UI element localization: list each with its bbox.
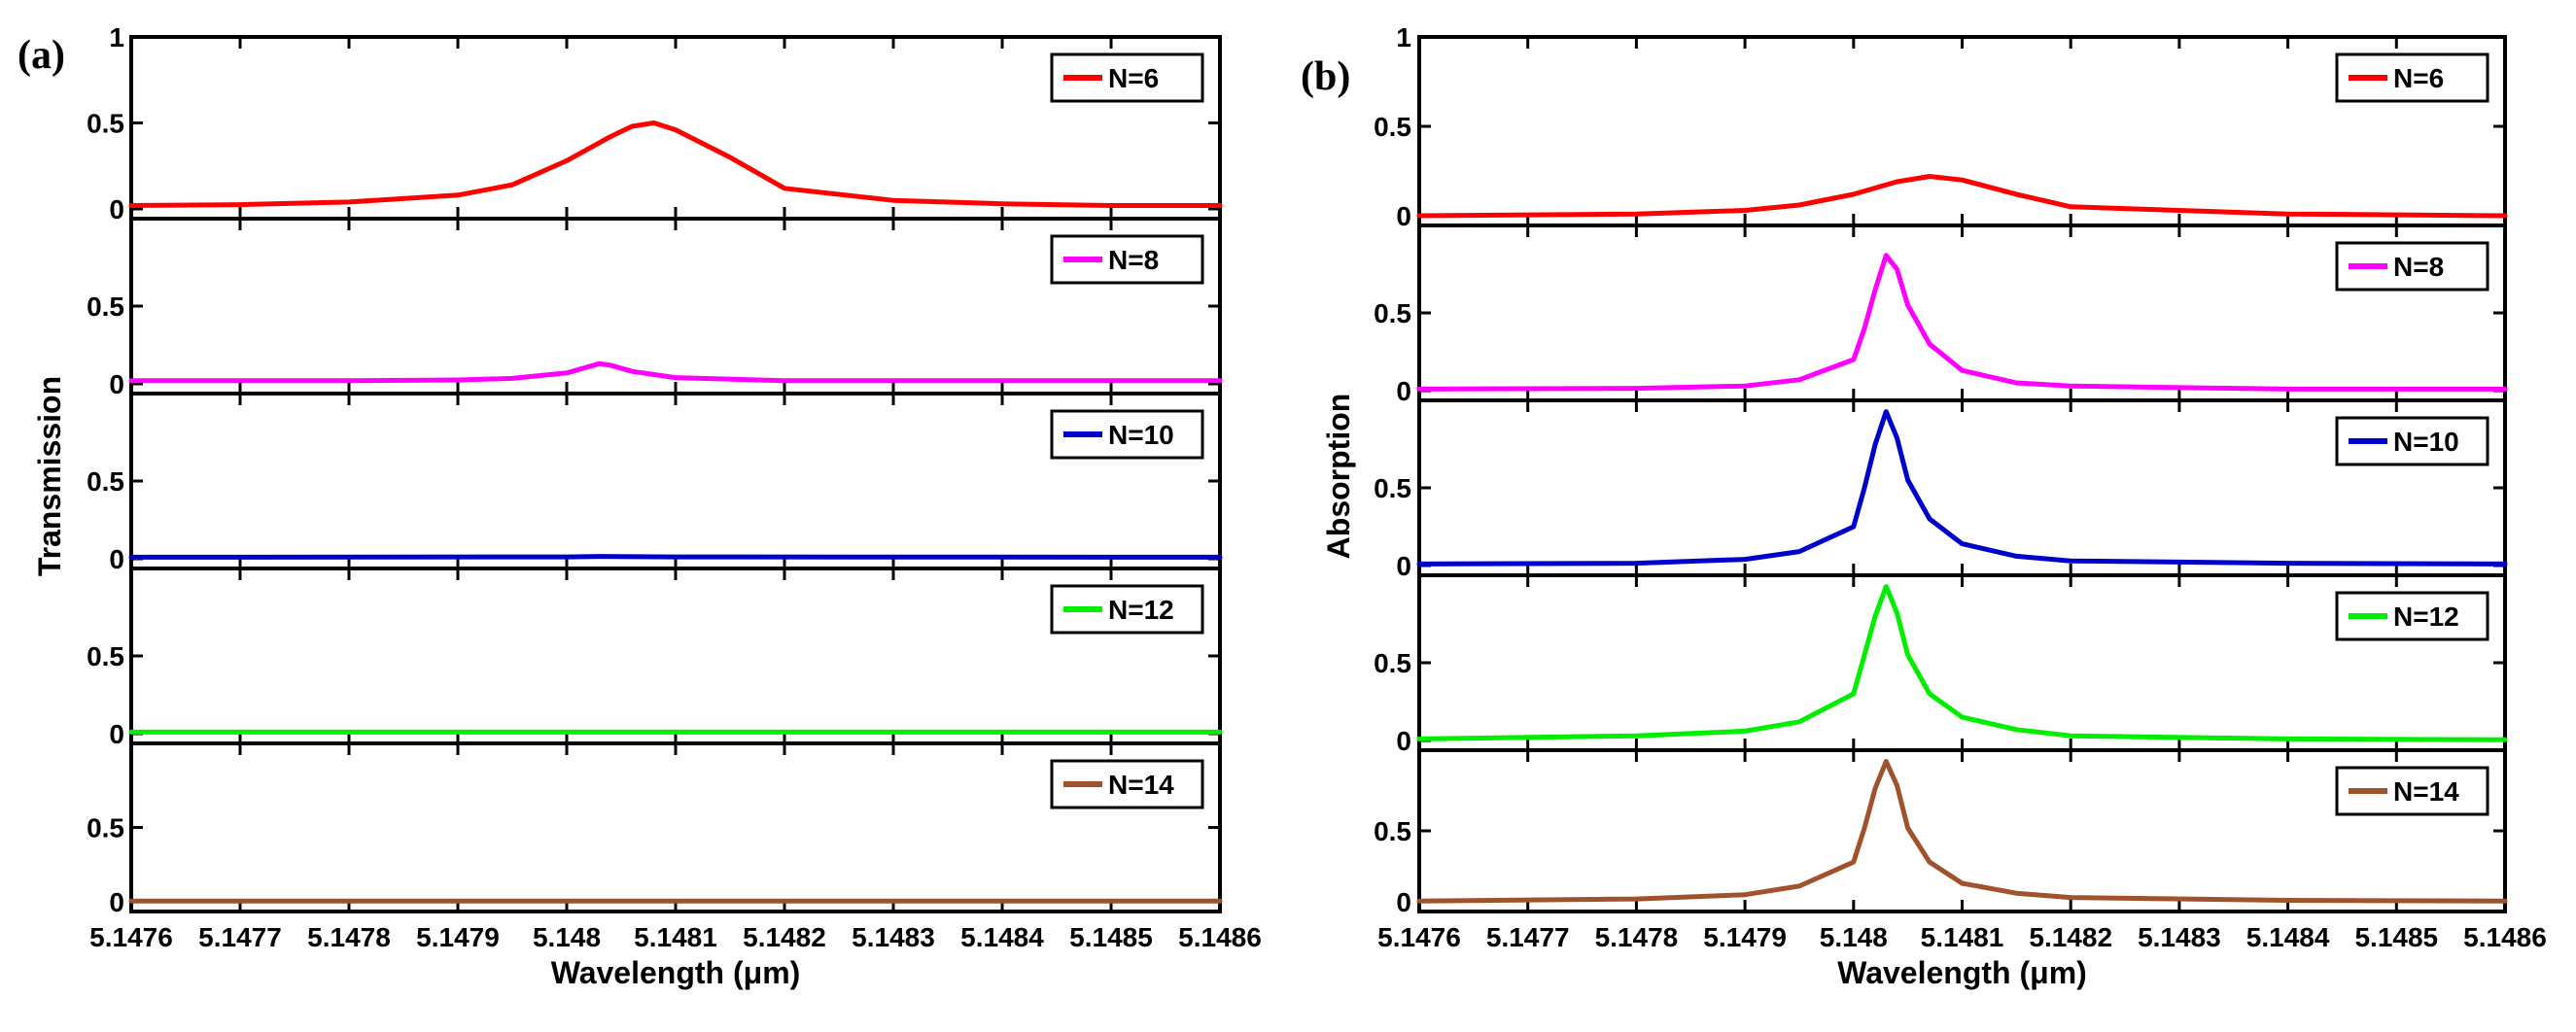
panel-b-subplot-2-ytick-label: 0.5 — [1374, 298, 1411, 328]
panel-b-subplot-1-ytick-label: 0 — [1396, 201, 1411, 231]
panel-a-subplot-3-ytick-label: 0 — [109, 544, 124, 574]
panel-a-y-axis-label: Transmission — [32, 376, 67, 576]
panel-a-xtick-label: 5.1482 — [743, 922, 826, 952]
panel-a-subplot-3-series-line — [128, 554, 1223, 560]
panel-a-xtick-label: 5.1484 — [960, 922, 1044, 952]
panel-a-letter: (a) — [17, 33, 65, 78]
panel-a-subplot-2-ytick-label: 0.5 — [87, 292, 124, 322]
panel-a-xtick-label: 5.1476 — [89, 922, 173, 952]
panel-a-subplot-3-ytick-label: 0.5 — [87, 466, 124, 497]
panel-b-subplot-1-ytick-label: 1 — [1396, 22, 1411, 52]
panel-b-subplot-2-series-line — [1416, 253, 2508, 392]
panel-b-xtick-label: 5.1485 — [2354, 922, 2438, 952]
panel-b-xtick-label: 5.148 — [1820, 922, 1888, 952]
panel-a-subplot-5-ytick-label: 0 — [109, 887, 124, 917]
panel-a-xtick-label: 5.1478 — [307, 922, 391, 952]
panel-a-xtick-label: 5.1485 — [1069, 922, 1153, 952]
panel-a-subplot-3-legend-label: N=10 — [1108, 420, 1174, 450]
panel-b-subplot-5-ytick-label: 0.5 — [1374, 816, 1411, 846]
panel-a-subplot-1-ytick-label: 0.5 — [87, 109, 124, 139]
panel-a-subplot-4-legend-box — [1050, 584, 1204, 635]
panel-b-xtick-label: 5.1479 — [1703, 922, 1787, 952]
panel-b-xtick-label: 5.1481 — [1921, 922, 2004, 952]
panel-b-xtick-label: 5.1484 — [2246, 922, 2330, 952]
panel-b-subplot-4-series-line — [1416, 584, 2508, 742]
panel-a-subplot-2-legend-label: N=8 — [1108, 245, 1159, 275]
panel-b-subplot-3-series-line — [1416, 409, 2508, 567]
panel-a-subplot-1-ytick-label: 1 — [109, 22, 124, 52]
panel-b-xtick-label: 5.1483 — [2138, 922, 2221, 952]
panel-b-xtick-label: 5.1486 — [2463, 922, 2547, 952]
panel-b-subplot-1-series-line — [1416, 174, 2508, 219]
panel-a-subplot-2-series-line — [128, 361, 1223, 384]
panel-a-xtick-label: 5.1477 — [198, 922, 282, 952]
panel-b-x-axis-label: Wavelength (μm) — [1837, 955, 2087, 990]
panel-a-xtick-label: 5.1481 — [634, 922, 717, 952]
panel-b-xtick-label: 5.1482 — [2029, 922, 2112, 952]
panel-b-xtick-label: 5.1478 — [1595, 922, 1679, 952]
panel-b-subplot-3-ytick-label: 0 — [1396, 551, 1411, 581]
panel-b-letter: (b) — [1301, 54, 1350, 99]
panel-b-subplot-5-legend-label: N=14 — [2393, 776, 2459, 807]
panel-b-subplot-3-legend-label: N=10 — [2393, 427, 2459, 457]
panel-a-xtick-label: 5.1486 — [1178, 922, 1262, 952]
panel-a-x-axis-label: Wavelength (μm) — [551, 955, 801, 990]
panel-a-subplot-5-legend-label: N=14 — [1108, 770, 1174, 800]
panel-a-subplot-1-series-line — [128, 120, 1223, 208]
panel-a-subplot-4-ytick-label: 0.5 — [87, 641, 124, 671]
panel-a-subplot-1-ytick-label: 0 — [109, 194, 124, 224]
panel-a-xtick-label: 5.1479 — [416, 922, 500, 952]
panel-b-subplot-4-ytick-label: 0.5 — [1374, 648, 1411, 678]
panel-a-subplot-5-ytick-label: 0.5 — [87, 813, 124, 843]
panel-a-xtick-label: 5.148 — [533, 922, 601, 952]
panel-b-subplot-1-ytick-label: 0.5 — [1374, 112, 1411, 142]
panel-b-y-axis-label: Absorption — [1321, 394, 1356, 560]
panel-a-subplot-1-legend-label: N=6 — [1108, 63, 1159, 93]
panel-b-subplot-1-legend-label: N=6 — [2393, 63, 2444, 93]
panel-b-xtick-label: 5.1476 — [1377, 922, 1461, 952]
panel-b-subplot-4-legend-label: N=12 — [2393, 602, 2459, 632]
panel-b-subplot-5-ytick-label: 0 — [1396, 887, 1411, 917]
panel-a-subplot-4-ytick-label: 0 — [109, 719, 124, 749]
panel-b-subplot-4-ytick-label: 0 — [1396, 726, 1411, 756]
panel-b-subplot-5-series-line — [1416, 759, 2508, 904]
panel-a-xtick-label: 5.1483 — [852, 922, 935, 952]
panel-b-subplot-3-ytick-label: 0.5 — [1374, 473, 1411, 503]
panel-b-xtick-label: 5.1477 — [1486, 922, 1570, 952]
panel-b-subplot-2-ytick-label: 0 — [1396, 376, 1411, 406]
panel-b-subplot-2-legend-label: N=8 — [2393, 252, 2444, 282]
panel-a-subplot-4-legend-label: N=12 — [1108, 595, 1174, 625]
panel-a-subplot-2-ytick-label: 0 — [109, 369, 124, 399]
